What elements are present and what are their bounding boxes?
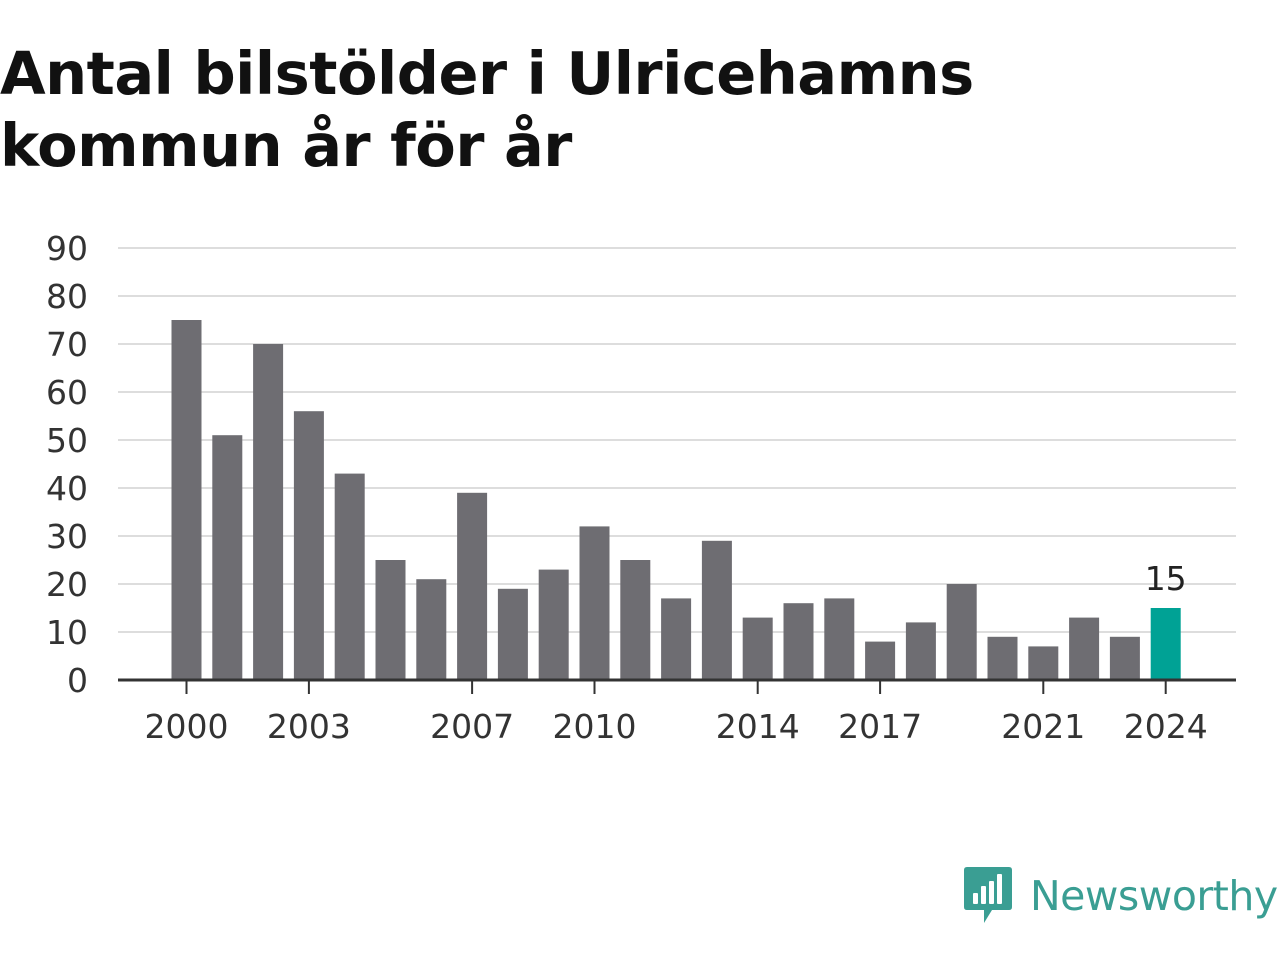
- bar-2010: [579, 526, 610, 680]
- bar-2012: [661, 598, 692, 680]
- data-label: 15: [1145, 559, 1187, 598]
- y-tick-label: 0: [67, 661, 88, 700]
- bar-2014: [742, 617, 773, 680]
- newsworthy-logo: Newsworthy: [962, 864, 1278, 928]
- bar-2008: [497, 588, 528, 680]
- bar-2021: [1028, 646, 1059, 680]
- bar-2002: [253, 344, 284, 680]
- bar-2016: [824, 598, 855, 680]
- bar-2003: [293, 411, 324, 680]
- logo-text: Newsworthy: [1030, 872, 1278, 920]
- y-tick-label: 30: [46, 517, 88, 556]
- bar-2020: [987, 636, 1018, 680]
- bar-2000: [171, 320, 202, 680]
- x-tick-label: 2021: [1001, 707, 1085, 746]
- y-tick-label: 20: [46, 565, 88, 604]
- bar-2004: [334, 473, 365, 680]
- x-tick-label: 2000: [145, 707, 229, 746]
- y-tick-label: 80: [46, 277, 88, 316]
- y-tick-label: 90: [46, 229, 88, 268]
- bar-2013: [701, 540, 732, 680]
- bar-2023: [1109, 636, 1140, 680]
- x-tick-label: 2014: [716, 707, 800, 746]
- bar-2009: [538, 569, 569, 680]
- x-tick-label: 2010: [553, 707, 637, 746]
- bar-2001: [212, 435, 243, 680]
- y-tick-label: 60: [46, 373, 88, 412]
- bar-2019: [946, 584, 977, 680]
- chart-title: Antal bilstölder i Ulricehamns kommun år…: [0, 39, 974, 180]
- y-tick-label: 50: [46, 421, 88, 460]
- bar-2005: [375, 560, 406, 680]
- bar-2018: [905, 622, 936, 680]
- y-tick-label: 70: [46, 325, 88, 364]
- x-tick-label: 2024: [1124, 707, 1208, 746]
- y-tick-label: 40: [46, 469, 88, 508]
- bar-2024: [1150, 608, 1181, 680]
- bar-2006: [416, 579, 447, 680]
- x-tick-label: 2017: [838, 707, 922, 746]
- bar-2007: [457, 492, 488, 680]
- y-tick-label: 10: [46, 613, 88, 652]
- bar-2017: [865, 641, 896, 680]
- newsworthy-logo-icon: [964, 867, 1012, 923]
- bar-2015: [783, 603, 814, 680]
- bar-2011: [620, 560, 651, 680]
- bar-2022: [1069, 617, 1100, 680]
- x-tick-label: 2007: [430, 707, 514, 746]
- x-tick-label: 2003: [267, 707, 351, 746]
